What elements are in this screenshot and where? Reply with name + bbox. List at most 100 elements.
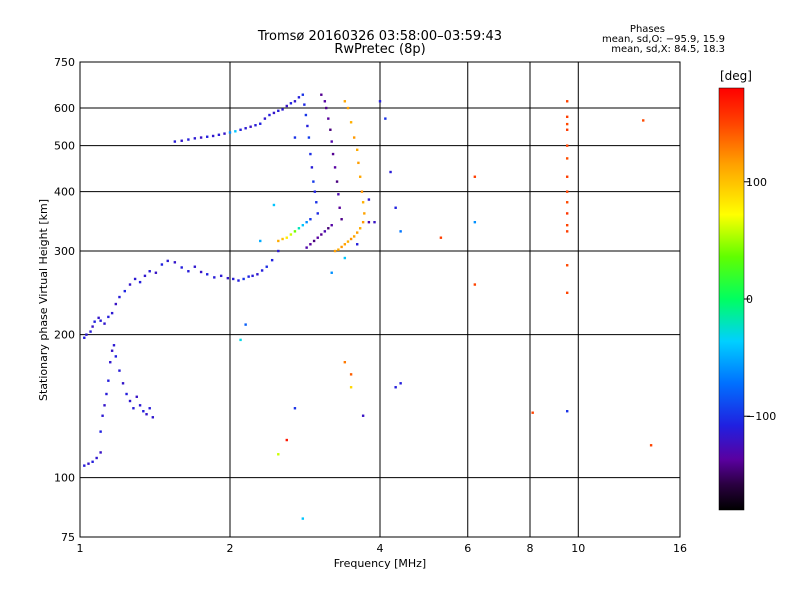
data-point — [335, 180, 339, 183]
data-point — [259, 122, 262, 125]
data-point — [565, 291, 569, 295]
data-point — [309, 218, 312, 221]
data-point — [277, 249, 280, 253]
chart-title: Tromsø 20160326 03:58:00–03:59:43 — [257, 29, 502, 44]
data-point — [361, 414, 365, 417]
data-point — [333, 166, 337, 169]
data-point — [151, 416, 155, 419]
colorbar-label: [deg] — [720, 69, 752, 83]
data-point — [95, 456, 98, 460]
data-point — [270, 258, 274, 262]
data-point — [128, 283, 132, 286]
data-point — [305, 220, 308, 224]
data-point — [565, 128, 569, 131]
y-tick-label: 500 — [54, 140, 75, 153]
data-point — [331, 152, 335, 156]
y-tick-label: 300 — [54, 245, 75, 258]
stats-line-o: mean, sd,O: −95.9, 15.9 — [602, 34, 725, 45]
data-point — [99, 430, 102, 433]
data-point — [346, 106, 350, 110]
data-point — [173, 140, 177, 143]
data-point — [367, 198, 371, 201]
data-point — [228, 131, 232, 134]
data-point — [138, 280, 142, 284]
data-point — [187, 270, 190, 273]
data-point — [343, 100, 347, 103]
data-point — [360, 190, 364, 193]
data-point — [272, 203, 276, 207]
data-point — [565, 190, 569, 193]
data-point — [123, 289, 126, 293]
data-point — [315, 201, 318, 204]
data-point — [320, 233, 323, 236]
data-point — [301, 517, 305, 520]
data-point — [244, 323, 247, 326]
data-point — [316, 236, 319, 239]
data-point — [133, 277, 137, 281]
data-point — [293, 407, 297, 410]
data-point — [338, 206, 341, 209]
data-point — [565, 100, 569, 103]
data-point — [91, 325, 94, 328]
data-point — [138, 404, 142, 407]
data-point — [327, 227, 330, 230]
data-point — [272, 111, 276, 115]
data-point — [259, 239, 262, 243]
data-point — [281, 237, 284, 241]
data-point — [180, 139, 183, 142]
data-point — [389, 170, 392, 174]
data-point — [244, 127, 247, 130]
data-point — [285, 104, 288, 108]
data-point — [565, 157, 569, 160]
data-point — [357, 161, 360, 165]
data-point — [565, 175, 569, 178]
data-point — [103, 322, 106, 325]
data-point — [301, 93, 305, 96]
data-point — [114, 355, 118, 358]
y-tick-label: 100 — [54, 472, 75, 485]
data-point — [329, 128, 332, 131]
data-point — [565, 144, 569, 147]
data-point — [109, 361, 112, 364]
y-tick-label: 750 — [54, 56, 75, 69]
data-point — [223, 132, 226, 135]
data-point — [325, 106, 328, 110]
data-point — [285, 438, 288, 442]
data-point — [304, 113, 308, 117]
data-point — [355, 148, 359, 152]
data-point — [384, 117, 387, 120]
data-point — [473, 175, 477, 178]
data-point — [394, 206, 397, 209]
data-point — [361, 220, 365, 224]
data-point — [301, 224, 305, 227]
colorbar-tick-label: −100 — [746, 410, 776, 423]
y-tick-label: 600 — [54, 102, 75, 115]
data-point — [352, 136, 356, 139]
data-point — [93, 320, 96, 323]
data-point — [239, 338, 242, 342]
data-point — [349, 373, 353, 376]
data-point — [114, 302, 118, 306]
data-point — [293, 230, 297, 233]
data-point — [217, 133, 221, 136]
data-point — [343, 243, 347, 246]
colorbar: [deg] 100 0 −100 — [718, 69, 776, 511]
x-tick-label: 10 — [571, 542, 585, 555]
data-point — [268, 113, 271, 117]
data-point — [110, 349, 114, 352]
data-point — [118, 369, 121, 372]
data-point — [565, 201, 569, 204]
data-point — [148, 407, 151, 410]
data-point — [249, 125, 252, 128]
data-point — [367, 220, 371, 224]
data-point — [254, 124, 257, 127]
data-point — [303, 103, 306, 106]
data-point — [333, 249, 337, 253]
data-point — [99, 319, 102, 322]
data-point — [232, 277, 235, 281]
data-point — [260, 269, 264, 272]
data-point — [297, 96, 301, 99]
data-point — [312, 180, 315, 183]
data-point — [378, 100, 382, 103]
